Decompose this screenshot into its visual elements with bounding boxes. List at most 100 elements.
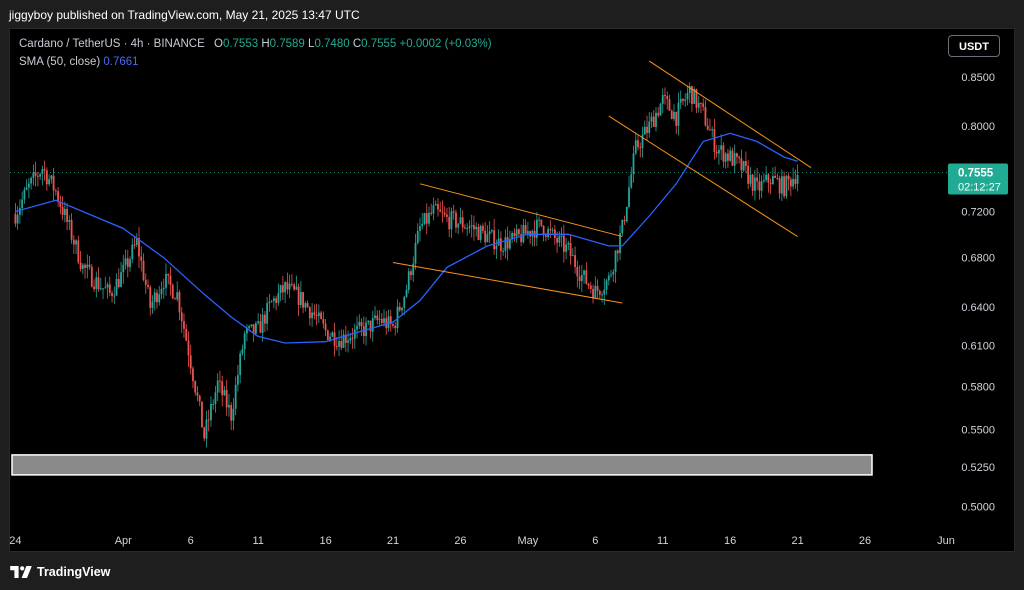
candle-body [713, 129, 716, 152]
candle-body [695, 89, 698, 108]
sma-50-line [15, 132, 798, 344]
candle-body [419, 226, 421, 232]
candle-body [369, 320, 372, 332]
candle-body [448, 216, 451, 230]
candle-body [376, 315, 379, 320]
candle-body [39, 174, 42, 177]
candle-body [650, 116, 653, 122]
candle-body [668, 99, 671, 111]
candle-body [25, 187, 28, 190]
candle-body [486, 234, 489, 243]
candle-body [151, 301, 154, 308]
candle-body [387, 316, 390, 329]
candle-body [621, 219, 624, 234]
candle-body [230, 405, 233, 421]
candle-body [736, 153, 738, 157]
candle-body [252, 324, 255, 334]
candle-body [688, 86, 691, 93]
candle-body [493, 230, 496, 250]
candle-body [522, 225, 525, 243]
candle-body [311, 312, 313, 319]
footer: TradingView [0, 552, 1024, 590]
candle-body [432, 205, 435, 214]
candle-body [547, 228, 550, 238]
candle-body [30, 177, 33, 184]
support-zone [11, 454, 873, 476]
candle-body [479, 225, 482, 240]
candle-body [639, 147, 642, 149]
candle-body [27, 183, 30, 188]
candle-body [738, 156, 741, 159]
candle-body [221, 381, 224, 396]
candle-body [513, 233, 516, 237]
candle-body [607, 275, 610, 281]
candle-body [686, 92, 689, 100]
candle-body [335, 346, 338, 348]
candle-body [437, 204, 439, 210]
candle-body [302, 292, 305, 308]
candle-body [288, 283, 291, 290]
candle-body [542, 225, 545, 236]
tradingview-logo-icon [10, 566, 32, 578]
y-tick-label: 0.6800 [961, 253, 995, 265]
candle-body [774, 175, 777, 178]
candle-body [99, 288, 102, 290]
candle-body [580, 274, 583, 282]
x-tick-label: May [517, 535, 538, 547]
currency-button[interactable]: USDT [948, 35, 1000, 57]
candle-body [511, 233, 514, 239]
candle-body [430, 212, 433, 214]
candle-body [765, 174, 768, 180]
candle-body [255, 323, 257, 334]
candle-body [488, 231, 491, 235]
candle-body [549, 228, 552, 231]
candle-body [169, 275, 172, 285]
candle-body [491, 230, 493, 232]
candle-body [482, 225, 484, 231]
candle-body [156, 292, 158, 303]
candle-body [778, 178, 781, 194]
y-tick-label: 0.5800 [961, 381, 995, 393]
candle-body [149, 287, 152, 308]
candle-body [270, 301, 273, 303]
x-tick-label: 6 [592, 535, 598, 547]
candle-body [263, 314, 266, 324]
candle-body [517, 229, 520, 235]
candle-body [297, 286, 300, 306]
candle-body [57, 191, 60, 202]
tradingview-logo[interactable]: TradingView [10, 565, 110, 579]
candle-body [403, 296, 406, 308]
candle-body [776, 177, 779, 179]
candle-body [711, 129, 714, 131]
candle-body [102, 288, 104, 290]
candle-body [405, 289, 408, 297]
candle-body [416, 231, 419, 243]
candle-body [135, 238, 138, 245]
candle-body [569, 242, 572, 256]
candle-body [414, 242, 417, 264]
candle-body [329, 336, 331, 340]
candle-body [704, 106, 707, 126]
candle-body [138, 238, 140, 257]
candle-body [641, 134, 644, 148]
candle-body [589, 285, 592, 289]
candle-body [502, 251, 505, 253]
sma-value: 0.7661 [103, 56, 139, 68]
candle-body [342, 334, 345, 348]
published-info: jiggyboy published on TradingView.com, M… [9, 8, 360, 22]
candle-body [760, 181, 763, 191]
candle-body [281, 285, 284, 293]
candle-body [792, 179, 795, 187]
candle-body [59, 201, 62, 207]
candle-body [407, 271, 410, 290]
candle-body [727, 153, 729, 161]
candle-body [619, 233, 621, 254]
x-tick-label: 11 [252, 535, 263, 547]
candle-body [652, 116, 655, 127]
candle-body [682, 98, 684, 101]
candle-body [41, 169, 44, 175]
candle-body [394, 325, 397, 329]
chart-area[interactable]: 0.8500 0.8000 0.7200 0.6800 0.6400 0.6100 0.58… [9, 28, 1015, 552]
candle-body [36, 175, 39, 177]
price-chart-svg[interactable]: 0.8500 0.8000 0.7200 0.6800 0.6400 0.6100 0.58… [10, 29, 1015, 552]
